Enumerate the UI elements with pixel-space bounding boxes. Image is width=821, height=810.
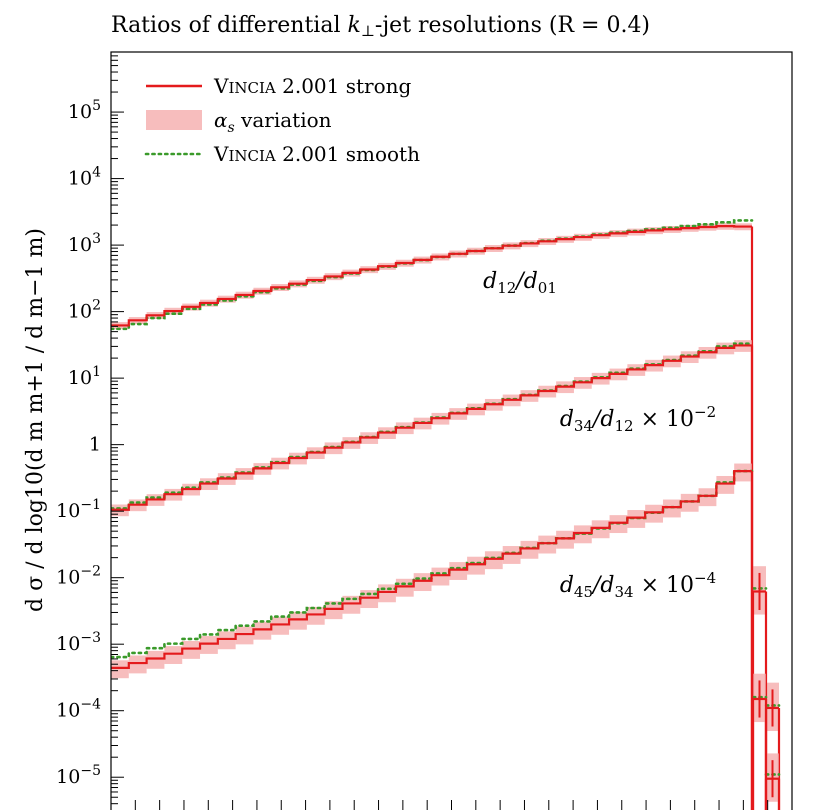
y-axis: 105 104 103 102 101 1 10−1 10−2 10−3 10−4 10−5 bbox=[56, 51, 769, 810]
band-segment bbox=[111, 660, 129, 679]
band-segment bbox=[395, 578, 414, 597]
band-segment bbox=[520, 540, 539, 559]
series-label: d34/d12 × 10−2 bbox=[560, 403, 716, 435]
y-tick-label: 103 bbox=[68, 231, 101, 256]
plot-area bbox=[111, 219, 781, 810]
band-segment bbox=[128, 655, 147, 674]
band-segment bbox=[662, 499, 681, 518]
band-segment bbox=[449, 562, 468, 580]
band-segment bbox=[217, 631, 236, 650]
y-tick-label: 104 bbox=[68, 165, 101, 190]
series-annotations: d12/d01 d34/d12 × 10−2 d45/d34 × 10−4 bbox=[483, 269, 716, 601]
band-segment bbox=[431, 567, 450, 586]
band-segment bbox=[591, 520, 610, 539]
chart-title: Ratios of differential k⊥-jet resolution… bbox=[111, 13, 650, 40]
band-segment bbox=[502, 546, 521, 564]
strong-line bbox=[111, 225, 752, 327]
legend-entry-label: αs variation bbox=[214, 108, 332, 136]
band-segment bbox=[378, 584, 396, 603]
band-segment bbox=[556, 530, 574, 549]
band-segment bbox=[680, 493, 699, 512]
band-segment bbox=[324, 601, 343, 620]
y-tick-label: 1 bbox=[89, 434, 101, 456]
strong-line bbox=[111, 470, 752, 670]
plot-content bbox=[111, 219, 781, 810]
legend-entry-label: VINCIA 2.001 smooth bbox=[213, 142, 420, 166]
band-segment bbox=[627, 510, 646, 528]
smooth-line bbox=[111, 469, 754, 659]
y-tick-label: 101 bbox=[68, 364, 101, 389]
plot-frame bbox=[110, 51, 793, 810]
legend-swatch-band bbox=[146, 110, 202, 130]
band-segment bbox=[484, 551, 503, 570]
band-segment bbox=[164, 646, 183, 664]
band-segment bbox=[734, 463, 752, 482]
band-segment bbox=[235, 626, 254, 645]
y-tick-label: 10−1 bbox=[56, 497, 101, 522]
series-label: d45/d34 × 10−4 bbox=[560, 569, 716, 601]
band-segment bbox=[467, 556, 485, 575]
band-segment bbox=[306, 606, 325, 625]
y-axis-label: d σ / d log10(d m m+1 / d m−1 m) bbox=[23, 228, 48, 612]
band-segment bbox=[182, 640, 201, 659]
y-tick-label: 105 bbox=[68, 98, 101, 123]
y-tick-label: 10−5 bbox=[56, 763, 101, 788]
band-segment bbox=[289, 611, 307, 630]
band-segment bbox=[413, 573, 432, 592]
band-segment bbox=[200, 636, 218, 654]
y-tick-label: 10−4 bbox=[56, 697, 101, 722]
series-label: d12/d01 bbox=[483, 269, 557, 297]
legend: VINCIA 2.001 strong αs variation VINCIA 2.… bbox=[144, 74, 420, 166]
band-segment bbox=[698, 488, 717, 507]
band-segment bbox=[271, 616, 290, 635]
y-tick-label: 102 bbox=[68, 298, 101, 323]
band-segment bbox=[253, 621, 272, 640]
strong-line bbox=[111, 344, 752, 511]
band-segment bbox=[342, 595, 361, 614]
band-segment bbox=[716, 475, 735, 494]
band-segment bbox=[146, 650, 165, 669]
y-tick-label: 10−2 bbox=[56, 564, 101, 589]
legend-entry-label: VINCIA 2.001 strong bbox=[213, 74, 412, 98]
band-segment bbox=[538, 535, 557, 554]
y-tick-label: 10−3 bbox=[56, 630, 101, 655]
smooth-line bbox=[111, 219, 754, 331]
